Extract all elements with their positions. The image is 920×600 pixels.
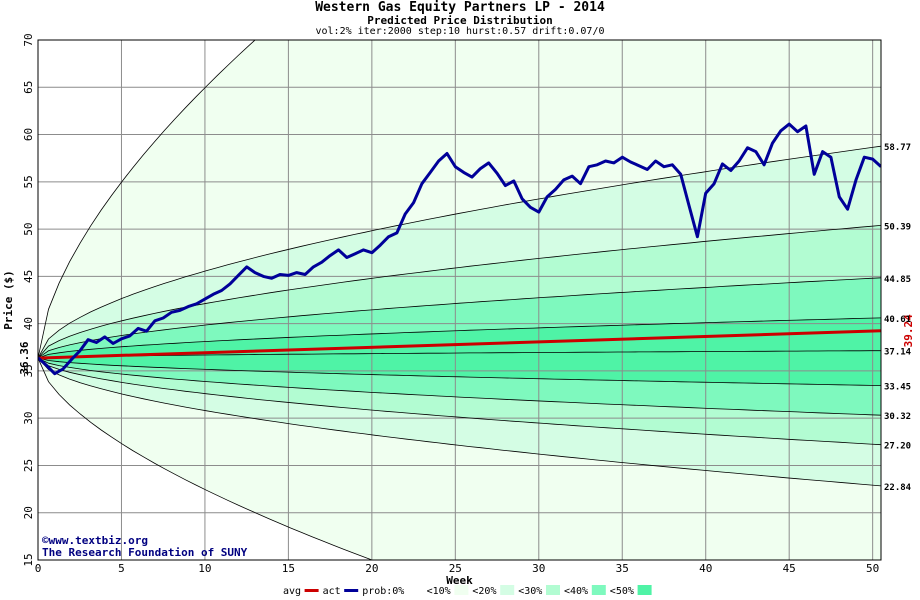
band-level-label: 22.84: [884, 483, 912, 493]
band-boundary: [38, 357, 881, 416]
legend-label: <20%: [472, 586, 496, 597]
y-axis-label: Price ($): [2, 270, 15, 330]
band-level-label: 44.85: [884, 275, 911, 285]
band-boundary: [38, 40, 256, 359]
x-tick-label: 0: [35, 562, 42, 575]
legend-item-50: <50%: [610, 585, 652, 597]
legend-item-10: <10%: [427, 585, 469, 597]
band-boundary: [38, 357, 881, 446]
legend-swatch: [408, 585, 423, 595]
probability-band: [38, 358, 881, 486]
y-tick-label: 45: [22, 270, 35, 283]
y-tick-label: 35: [22, 364, 35, 377]
chart-subtitle: Predicted Price Distribution: [367, 14, 553, 27]
copyright-icon: ©: [42, 534, 49, 547]
legend-label: <30%: [518, 586, 542, 597]
band-boundary: [38, 357, 374, 560]
legend-item-act: act: [323, 586, 359, 597]
credit-line-1: ©www.textbiz.org: [42, 534, 148, 547]
y-tick-label: 55: [22, 175, 35, 188]
x-tick-label: 45: [783, 562, 796, 575]
legend-swatch: [304, 589, 319, 592]
probability-band: [38, 350, 881, 386]
probability-band: [38, 277, 881, 359]
x-tick-label: 10: [198, 562, 211, 575]
probability-band: [38, 146, 881, 359]
legend-label: <40%: [564, 586, 588, 597]
x-tick-label: 30: [532, 562, 545, 575]
band-level-label: 40.61: [884, 315, 911, 325]
y-tick-label: 50: [22, 222, 35, 235]
legend-item-20: <20%: [472, 585, 515, 597]
legend-swatch: [454, 585, 469, 595]
y-tick-label: 30: [22, 412, 35, 425]
y-tick-label: 20: [22, 506, 35, 519]
x-tick-label: 25: [449, 562, 462, 575]
y-tick-label: 15: [22, 553, 35, 566]
band-boundary: [38, 357, 881, 487]
x-tick-label: 15: [282, 562, 295, 575]
legend-item-30: <30%: [518, 585, 560, 597]
end-avg-price-label: 39.24: [902, 314, 915, 347]
plot-frame: [37, 39, 882, 561]
series-line-act: [38, 122, 881, 376]
chart-params: vol:2% iter:2000 step:10 hurst:0.57 drif…: [315, 26, 605, 37]
x-tick-label: 5: [118, 562, 125, 575]
x-tick-label: 40: [699, 562, 712, 575]
legend-swatch: [500, 585, 515, 595]
series-line-avg: [38, 329, 881, 360]
band-level-label: 50.39: [884, 222, 911, 232]
legend-label: <10%: [427, 586, 451, 597]
probability-band: [38, 317, 881, 359]
start-price-label: 36.36: [18, 341, 31, 374]
band-boundary: [38, 225, 881, 359]
band-boundary: [38, 277, 881, 359]
legend-swatch: [344, 589, 359, 592]
legend-label: prob:0%: [362, 586, 404, 597]
x-tick-label: 20: [365, 562, 378, 575]
y-tick-label: 60: [22, 128, 35, 141]
band-boundary: [38, 350, 881, 359]
chart-title: Western Gas Equity Partners LP - 2014: [315, 0, 605, 15]
x-axis-label: Week: [446, 574, 473, 587]
legend-swatch: [637, 585, 652, 595]
probability-band: [38, 225, 881, 359]
legend-item-40: <40%: [564, 585, 606, 597]
legend-label: avg: [283, 586, 301, 597]
band-boundary: [38, 357, 881, 386]
band-level-label: 37.14: [884, 348, 912, 358]
y-tick-label: 40: [22, 317, 35, 330]
legend-label: <50%: [610, 586, 634, 597]
legend-swatch: [591, 585, 606, 595]
x-tick-label: 35: [616, 562, 629, 575]
legend-label: act: [323, 586, 341, 597]
y-tick-label: 70: [22, 33, 35, 46]
band-boundary: [38, 317, 881, 359]
legend-item-prob0: prob:0%: [362, 585, 423, 597]
probability-band: [38, 40, 881, 359]
probability-band: [38, 358, 881, 445]
band-boundary: [38, 145, 881, 359]
band-level-label: 33.45: [884, 383, 911, 393]
legend-item-avg: avg: [283, 586, 319, 597]
y-tick-label: 25: [22, 459, 35, 472]
band-level-label: 27.20: [884, 442, 911, 452]
plot-area: [38, 40, 881, 560]
credit-line-2: The Research Foundation of SUNY: [42, 546, 248, 559]
band-level-label: 58.77: [884, 143, 911, 153]
band-level-label: 30.32: [884, 412, 911, 422]
credit-url: www.textbiz.org: [48, 534, 148, 547]
probability-band: [38, 358, 881, 416]
legend-swatch: [546, 585, 560, 595]
y-tick-label: 65: [22, 81, 35, 94]
x-tick-label: 50: [866, 562, 879, 575]
